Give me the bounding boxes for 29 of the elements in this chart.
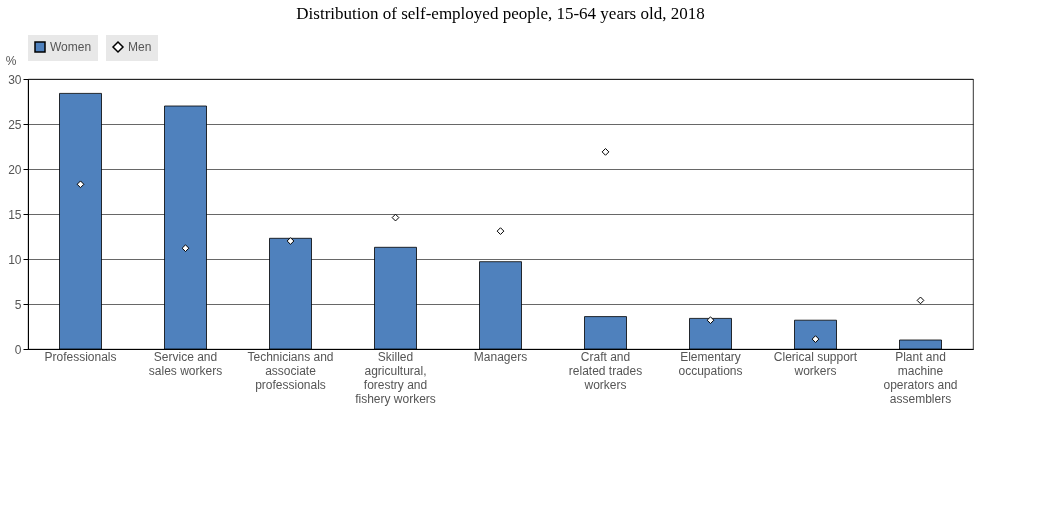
point: [286, 237, 295, 245]
legend-label: Women: [50, 40, 92, 54]
y-tick-label: 20: [8, 162, 22, 177]
y-tick-label: 30: [8, 72, 22, 87]
point: [916, 296, 925, 305]
x-tick-label: Service and sales workers: [148, 349, 223, 378]
point: [391, 213, 400, 222]
x-tick-label: Plant and machine operators and assemblers: [883, 349, 958, 406]
y-tick-label: 10: [8, 252, 22, 267]
y-tick-label: 5: [14, 297, 22, 312]
x-tick-label: Professionals: [44, 349, 117, 364]
point: [181, 244, 190, 253]
legend-label: Men: [128, 40, 152, 54]
y-tick-label: 25: [8, 117, 22, 132]
x-tick-label: Technicians and associate professionals: [247, 349, 334, 392]
chart-title: Distribution of self-employed people, 15-64 years old, 2018: [296, 4, 705, 23]
point: [76, 180, 85, 189]
x-tick-label: Managers: [473, 349, 528, 364]
point: [496, 227, 505, 235]
point: [706, 316, 715, 325]
x-tick-label: Elementary occupations: [678, 349, 743, 378]
y-axis-title: %: [5, 53, 17, 68]
x-tick-label: Craft and related trades workers: [568, 349, 643, 392]
y-tick-label: 15: [8, 207, 22, 222]
point: [811, 335, 820, 343]
y-tick-label: 0: [14, 342, 22, 357]
point: [601, 148, 610, 156]
x-tick-label: Skilled agricultural, forestry and fishery workers: [355, 349, 436, 406]
x-tick-label: Clerical support workers: [773, 349, 858, 378]
